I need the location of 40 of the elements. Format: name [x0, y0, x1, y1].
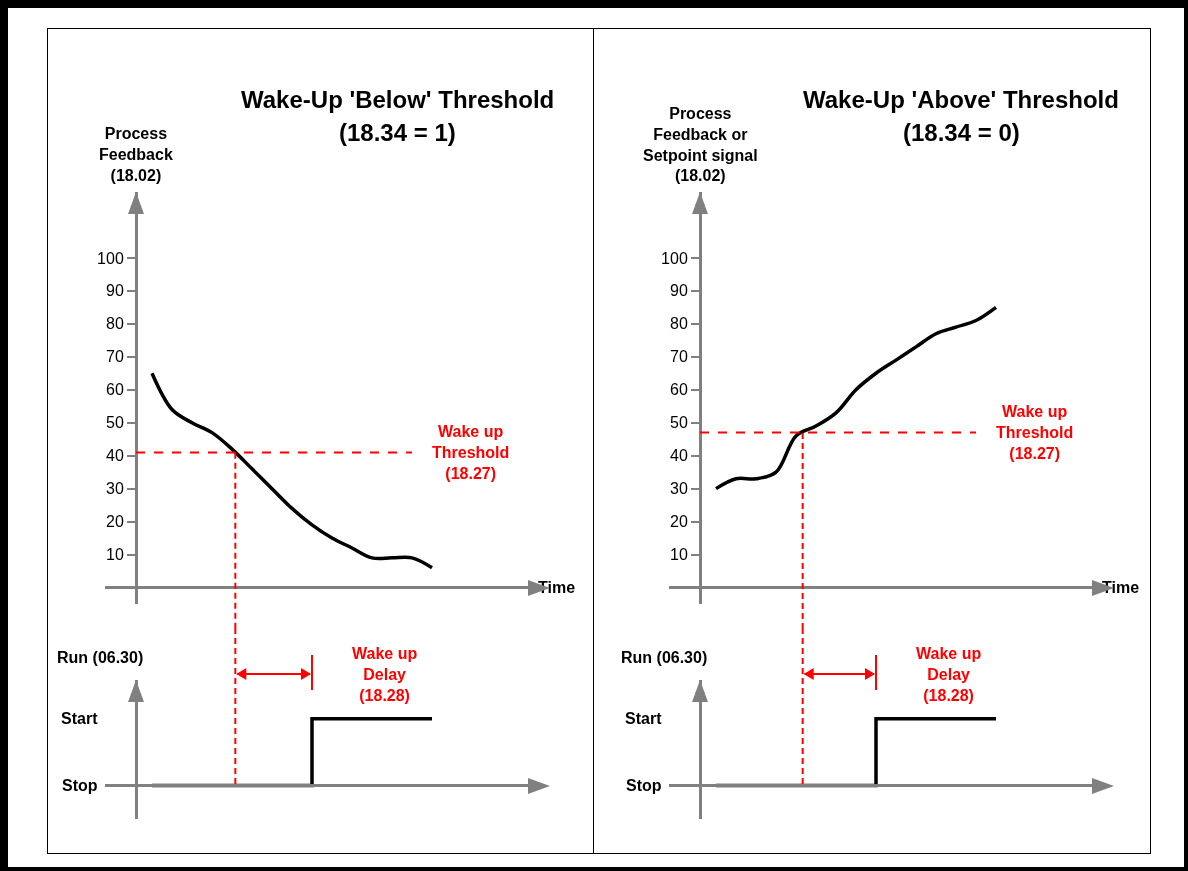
y-tick-label: 40 [670, 447, 688, 465]
chart-title: Wake-Up 'Above' Threshold [803, 86, 1119, 113]
y-tick-label: 100 [661, 249, 688, 267]
text: Stop [626, 777, 662, 794]
y-axis-title: Process Feedback or Setpoint signal (18.02) [643, 105, 758, 185]
y-tick-label: 10 [670, 546, 688, 564]
text: Start [625, 710, 663, 727]
y-tick-label: 100 [97, 249, 124, 267]
y-tick-label: 60 [670, 381, 688, 399]
text: Stop [62, 777, 98, 794]
y-axis-title: Run (06.30) [57, 649, 144, 666]
y-tick-label: 20 [106, 513, 124, 531]
y-tick-label: 50 [670, 414, 688, 432]
line-series [150, 371, 434, 570]
chart-subtitle: (18.34 = 1) [339, 119, 456, 146]
y-tick-label: 90 [670, 282, 688, 300]
y-tick-label: 30 [670, 480, 688, 498]
chart-title: Wake-Up 'Below' Threshold [241, 86, 555, 113]
y-tick-label: 50 [106, 414, 124, 432]
y-tick-label: 10 [106, 546, 124, 564]
x-axis-title: Time [538, 579, 576, 596]
ref-line-label: Wake up Threshold (18.27) [432, 423, 510, 482]
y-tick-label: 80 [106, 315, 124, 333]
y-tick-label: 20 [670, 513, 688, 531]
y-tick-label: 30 [106, 480, 124, 498]
y-axis-title: Process Feedback (18.02) [99, 125, 173, 184]
y-tick-label: 40 [106, 447, 124, 465]
ref-line-label: Wake up Threshold (18.27) [996, 403, 1074, 462]
chart-subtitle: (18.34 = 0) [903, 119, 1020, 146]
y-tick-label: 80 [670, 315, 688, 333]
x-axis-title: Time [1102, 579, 1140, 596]
text: Start [61, 710, 99, 727]
line-series [714, 305, 998, 491]
text: Wake up Delay (18.28) [352, 645, 418, 704]
y-tick-label: 70 [670, 348, 688, 366]
y-tick-label: 90 [106, 282, 124, 300]
y-tick-label: 60 [106, 381, 124, 399]
y-tick-label: 70 [106, 348, 124, 366]
text: Wake up Delay (18.28) [916, 645, 982, 704]
y-axis-title: Run (06.30) [621, 649, 708, 666]
